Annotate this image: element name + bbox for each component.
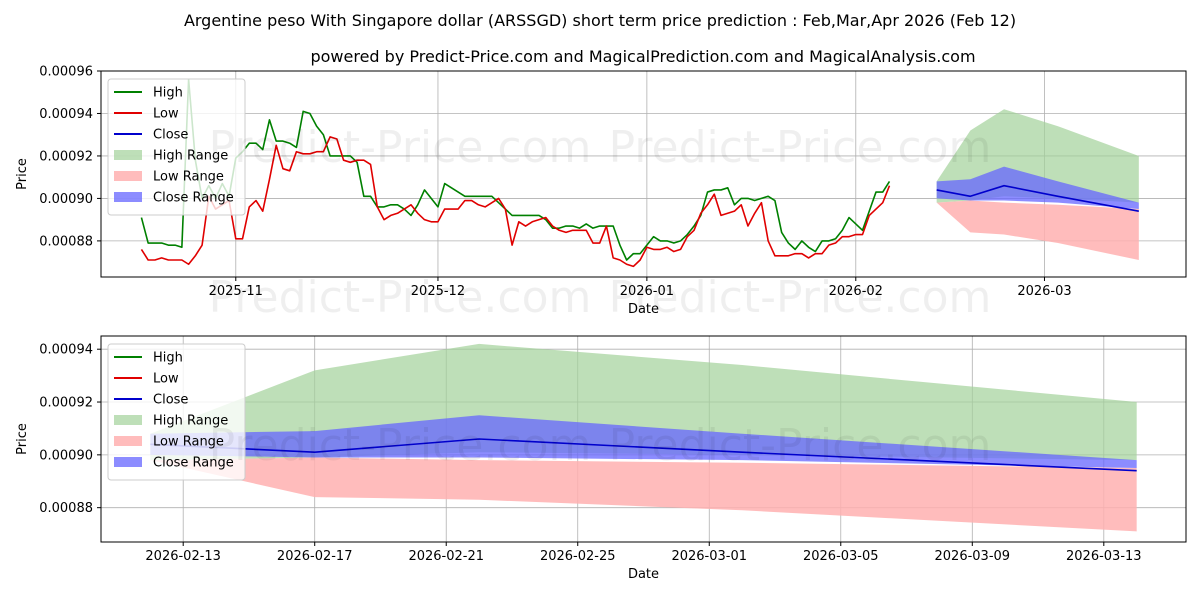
watermark-text: Predict-Price.com xyxy=(609,420,992,471)
y-tick-label: 0.00092 xyxy=(39,149,93,164)
legend-high-range-label: High Range xyxy=(153,414,228,429)
low-range-band xyxy=(150,457,1137,532)
x-tick-label: 2026-03-09 xyxy=(935,549,1011,564)
y-tick-label: 0.00088 xyxy=(39,234,93,249)
high-series-line xyxy=(140,78,891,261)
y-tick-label: 0.00094 xyxy=(39,107,93,122)
close-series-line xyxy=(150,438,1137,472)
close-range-band xyxy=(150,415,1137,469)
close-range-band xyxy=(936,166,1139,210)
x-tick-label: 2026-03-05 xyxy=(803,549,879,564)
bottom-chart-panel: 2026-02-13 2026-02-17 2026-02-21 2026-02-25… xyxy=(15,335,1187,582)
watermark-text: Predict-Price.com xyxy=(209,122,592,173)
plot-frame xyxy=(100,70,1187,278)
y-axis-label: Price xyxy=(15,158,30,190)
legend-close-range-label: Close Range xyxy=(153,191,234,206)
legend-low-label: Low xyxy=(153,372,179,387)
legend-close-range-label: Close Range xyxy=(153,456,234,471)
x-tick-label: 2026-03-13 xyxy=(1066,549,1142,564)
x-tick-label: 2026-02-17 xyxy=(277,549,353,564)
legend-low-range-swatch xyxy=(114,436,142,446)
legend-high-label: High xyxy=(153,86,183,101)
legend-low-range-label: Low Range xyxy=(153,435,224,450)
watermark-layer: Predict-Price.com Predict-Price.com Pred… xyxy=(209,122,992,471)
x-tick-label: 2026-01 xyxy=(620,284,674,299)
legend-high-range-swatch xyxy=(114,415,142,425)
low-range-band xyxy=(936,200,1139,261)
y-tick-label: 0.00090 xyxy=(39,192,93,207)
plot-frame xyxy=(100,335,1187,543)
x-tick-label: 2026-02-21 xyxy=(408,549,484,564)
watermark-text: Predict-Price.com xyxy=(209,272,592,323)
x-tick-label: 2025-11 xyxy=(209,284,263,299)
y-axis-label: Price xyxy=(15,423,30,455)
low-series-line xyxy=(140,136,891,268)
legend-high-range-swatch xyxy=(114,150,142,160)
legend-close-range-swatch xyxy=(114,457,142,467)
y-tick-label: 0.00088 xyxy=(39,501,93,516)
legend-close-range-swatch xyxy=(114,192,142,202)
y-tick-label: 0.00094 xyxy=(39,343,93,358)
x-tick-label: 2026-02-25 xyxy=(540,549,616,564)
legend-close-label: Close xyxy=(153,128,188,143)
watermark-text: Predict-Price.com xyxy=(609,122,992,173)
x-tick-label: 2026-03-01 xyxy=(671,549,747,564)
watermark-text: Predict-Price.com xyxy=(209,420,592,471)
legend-high-label: High xyxy=(153,351,183,366)
legend-low-range-label: Low Range xyxy=(153,170,224,185)
y-tick-label: 0.00090 xyxy=(39,448,93,463)
y-tick-label: 0.00096 xyxy=(39,65,93,80)
chart-subtitle: powered by Predict-Price.com and Magical… xyxy=(310,47,975,66)
watermark-text: Predict-Price.com xyxy=(609,272,992,323)
x-axis-label: Date xyxy=(628,302,659,317)
legend-high-range-label: High Range xyxy=(153,149,228,164)
x-axis-label: Date xyxy=(628,567,659,582)
legend-box xyxy=(107,78,246,216)
chart-title: Argentine peso With Singapore dollar (AR… xyxy=(184,11,1016,30)
x-tick-label: 2026-02 xyxy=(829,284,883,299)
legend-low-range-swatch xyxy=(114,171,142,181)
legend-box xyxy=(107,343,246,481)
legend-low-label: Low xyxy=(153,107,179,122)
y-tick-label: 0.00092 xyxy=(39,396,93,411)
top-chart-panel: 2025-11 2025-12 2026-01 2026-02 2026-03 0.000… xyxy=(15,65,1187,317)
x-tick-label: 2026-02-13 xyxy=(145,549,221,564)
x-tick-label: 2026-03 xyxy=(1017,284,1071,299)
legend-close-label: Close xyxy=(153,393,188,408)
close-series-line xyxy=(936,184,1139,212)
x-tick-label: 2025-12 xyxy=(411,284,465,299)
